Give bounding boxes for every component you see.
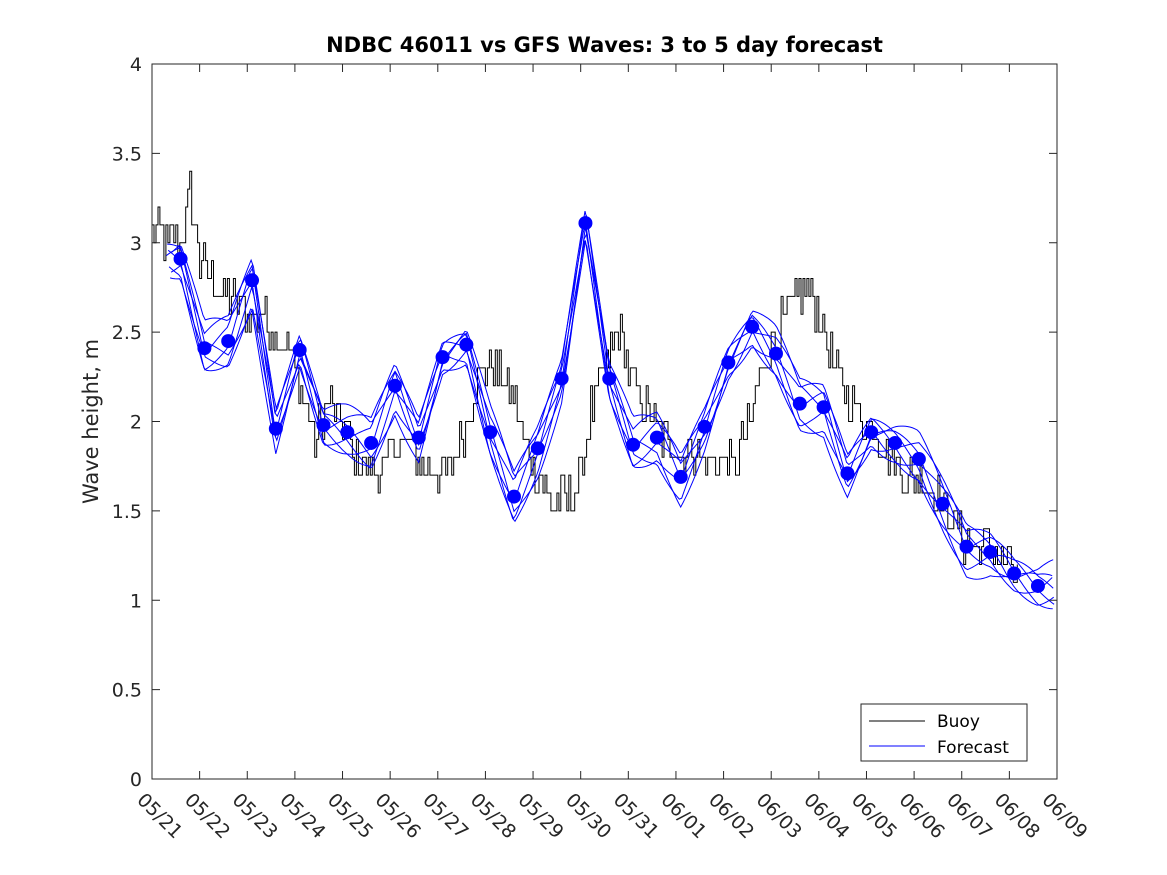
x-tick-label: 05/29 <box>514 789 568 843</box>
x-tick-label: 05/28 <box>466 789 520 843</box>
forecast-point <box>888 435 903 450</box>
chart-title: NDBC 46011 vs GFS Waves: 3 to 5 day fore… <box>326 33 883 57</box>
forecast-point <box>578 216 593 231</box>
forecast-point <box>554 371 569 386</box>
forecast-point <box>435 350 450 365</box>
forecast-point <box>983 544 998 559</box>
forecast-point <box>316 418 331 433</box>
forecast-point <box>292 343 307 357</box>
x-tick-label: 06/03 <box>752 789 806 843</box>
forecast-point <box>649 430 664 445</box>
forecast-markers-layer <box>173 216 1045 593</box>
plot-area <box>152 64 1057 779</box>
forecast-point <box>483 425 498 440</box>
y-tick-label: 0 <box>130 769 142 791</box>
forecast-point <box>245 273 260 288</box>
legend-box <box>860 703 1028 762</box>
forecast-member-line <box>171 232 1054 579</box>
forecast-point <box>935 496 950 511</box>
forecast-point <box>173 251 188 266</box>
x-tick-label: 06/02 <box>704 789 758 843</box>
y-tick-label: 2.5 <box>112 322 142 344</box>
forecast-point <box>1007 566 1022 581</box>
x-tick-label: 06/05 <box>847 789 901 843</box>
forecast-point <box>768 346 783 361</box>
forecast-point <box>721 355 736 370</box>
forecast-point <box>840 466 855 481</box>
forecast-point <box>745 319 760 334</box>
forecast-point <box>268 421 283 436</box>
x-tick-label: 05/30 <box>561 789 615 843</box>
forecast-point <box>864 425 879 440</box>
x-tick-label: 06/08 <box>990 789 1044 843</box>
x-tick-label: 05/27 <box>418 789 472 843</box>
forecast-point <box>792 396 807 411</box>
y-tick-label: 1.5 <box>112 501 142 523</box>
forecast-point <box>387 378 402 393</box>
x-tick-label: 06/01 <box>656 789 710 843</box>
y-axis: 0 0.5 1 1.5 2 2.5 3 3.5 4 <box>112 54 1057 791</box>
x-tick-label: 05/23 <box>228 789 282 843</box>
legend-label-buoy: Buoy <box>937 712 980 732</box>
forecast-point <box>602 371 617 386</box>
forecast-point <box>816 400 831 415</box>
x-tick-label: 06/04 <box>799 789 853 843</box>
legend-label-forecast: Forecast <box>937 738 1009 758</box>
x-tick-label: 05/21 <box>132 789 186 843</box>
x-tick-label: 05/22 <box>180 789 234 843</box>
forecast-point <box>459 337 474 352</box>
forecast-point <box>626 437 641 452</box>
forecast-member-line <box>167 214 1054 589</box>
y-tick-label: 4 <box>130 54 142 76</box>
y-tick-label: 1 <box>130 590 142 612</box>
forecast-point <box>364 435 379 450</box>
forecast-point <box>507 489 521 504</box>
forecast-point <box>697 419 712 434</box>
y-tick-label: 0.5 <box>112 680 142 702</box>
forecast-point <box>197 341 212 356</box>
y-tick-label: 2 <box>130 412 142 434</box>
forecast-point <box>221 334 236 349</box>
x-tick-label: 05/24 <box>275 789 329 843</box>
forecast-point <box>340 425 355 440</box>
forecast-member-line <box>170 240 1053 594</box>
x-tick-label: 06/07 <box>942 789 996 843</box>
x-tick-label: 06/09 <box>1037 789 1091 843</box>
x-tick-label: 05/26 <box>371 789 425 843</box>
forecast-point <box>1030 578 1045 593</box>
forecast-point <box>411 430 426 445</box>
y-tick-label: 3 <box>130 233 142 255</box>
x-tick-label: 05/31 <box>609 789 663 843</box>
x-tick-label: 05/25 <box>323 789 377 843</box>
forecast-point <box>530 441 545 456</box>
forecast-point <box>959 539 974 554</box>
y-tick-label: 3.5 <box>112 143 142 165</box>
forecast-point <box>911 452 926 467</box>
forecast-point <box>673 469 688 484</box>
x-tick-label: 06/06 <box>895 789 949 843</box>
legend: Buoy Forecast <box>860 703 1028 762</box>
y-axis-label: Wave height, m <box>79 339 103 504</box>
